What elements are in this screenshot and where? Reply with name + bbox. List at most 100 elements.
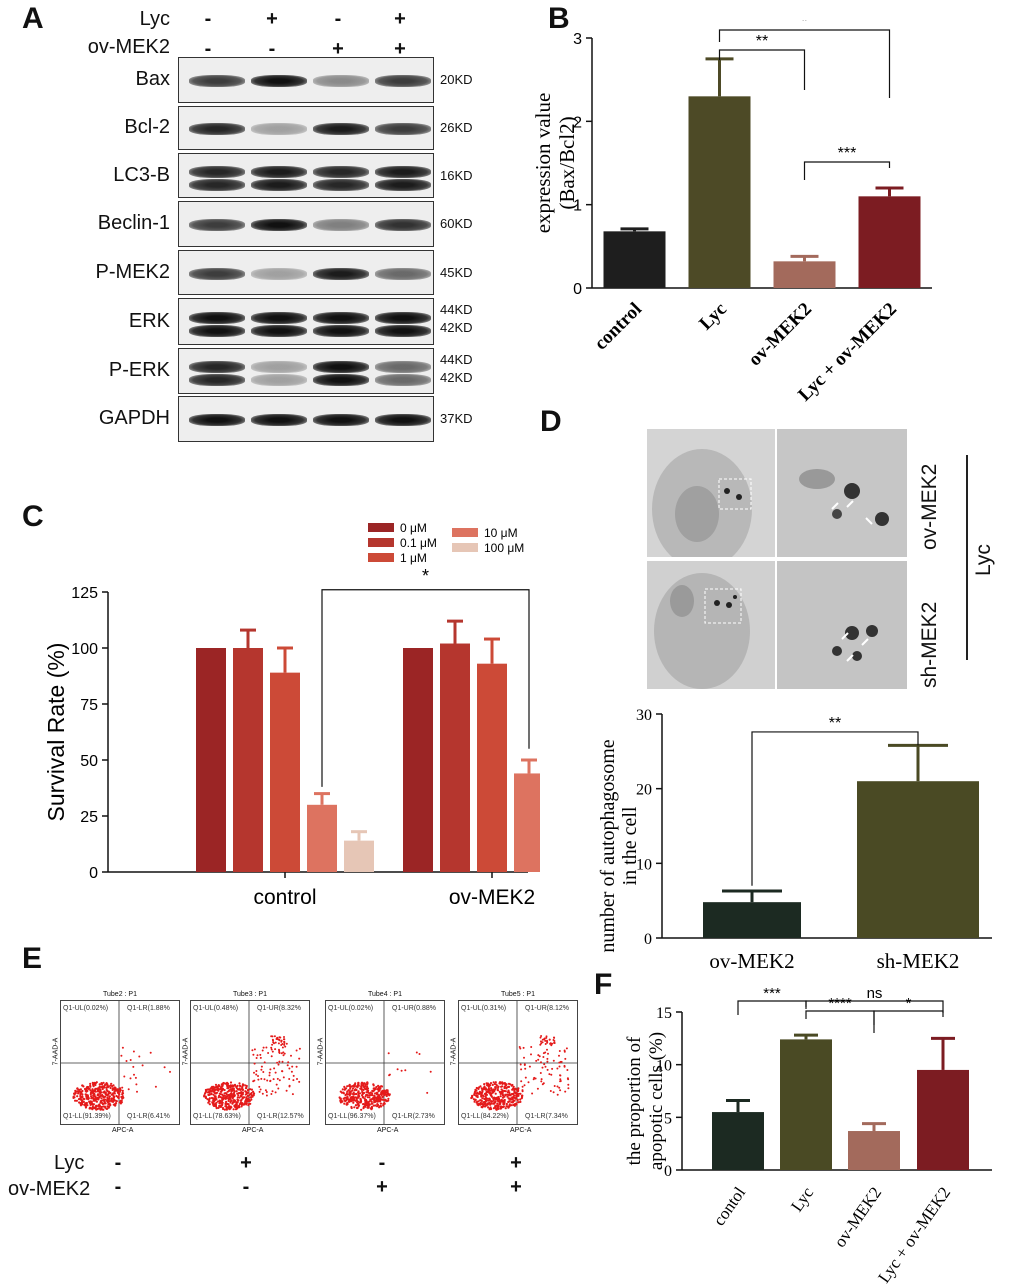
event-dot — [504, 1093, 507, 1096]
sign-a: - — [204, 38, 212, 60]
event-dot — [288, 1067, 291, 1070]
event-dot — [91, 1103, 94, 1106]
x-tick-label: control — [253, 886, 316, 909]
event-dot — [83, 1098, 86, 1101]
event-dot — [79, 1094, 82, 1098]
event-dot — [244, 1093, 247, 1096]
event-dot — [216, 1100, 220, 1103]
event-dot — [81, 1084, 84, 1087]
event-dot — [345, 1103, 348, 1106]
event-dot — [558, 1086, 561, 1089]
y-axis-label-line: the proportion of — [624, 1036, 645, 1165]
band — [375, 219, 431, 231]
event-dot — [206, 1098, 209, 1101]
band — [313, 123, 369, 135]
event-dot — [556, 1085, 559, 1088]
event-dot — [346, 1101, 349, 1105]
event-dot — [90, 1090, 93, 1093]
bar — [688, 96, 751, 288]
quadrant-ur: Q1-UR(8.32% — [257, 1005, 301, 1012]
event-dot — [259, 1053, 262, 1056]
bar — [780, 1039, 832, 1170]
significance-label: * — [422, 566, 429, 586]
event-dot — [366, 1102, 369, 1105]
event-dot — [102, 1086, 106, 1089]
event-dot — [110, 1082, 113, 1085]
event-dot — [504, 1084, 508, 1087]
event-dot — [276, 1061, 279, 1064]
event-dot — [507, 1085, 511, 1088]
event-dot — [258, 1090, 261, 1093]
x-tick-label: Lyc + ov-MEK2 — [874, 1183, 954, 1285]
x-tick-label: ov-MEK2 — [830, 1183, 885, 1250]
event-dot — [231, 1084, 234, 1087]
event-dot — [270, 1093, 273, 1095]
event-dot — [91, 1108, 94, 1111]
event-dot — [346, 1085, 349, 1088]
event-dot — [281, 1060, 284, 1063]
band — [251, 267, 307, 280]
event-dot — [544, 1065, 547, 1068]
band — [189, 311, 245, 324]
event-dot — [101, 1087, 104, 1091]
event-dot — [546, 1060, 549, 1063]
event-dot — [113, 1086, 117, 1089]
event-dot — [292, 1079, 295, 1082]
event-dot — [380, 1090, 384, 1093]
event-dot — [223, 1088, 226, 1092]
event-dot — [343, 1088, 346, 1091]
event-dot — [487, 1106, 490, 1109]
event-dot — [378, 1094, 381, 1097]
event-dot — [480, 1087, 483, 1090]
sign-e: + — [240, 1152, 252, 1174]
event-dot — [339, 1090, 342, 1093]
event-dot — [138, 1055, 141, 1058]
event-dot — [96, 1090, 100, 1093]
event-dot — [278, 1048, 280, 1051]
event-dot — [283, 1036, 285, 1038]
bar — [603, 231, 666, 288]
event-dot — [215, 1107, 218, 1110]
event-dot — [77, 1090, 80, 1093]
event-dot — [375, 1091, 378, 1094]
quadrant-lr: Q1-LR(6.41% — [127, 1113, 170, 1120]
event-dot — [252, 1080, 255, 1083]
event-dot — [485, 1090, 488, 1094]
event-dot — [104, 1106, 107, 1109]
event-dot — [550, 1073, 553, 1076]
event-dot — [211, 1102, 214, 1105]
event-dot — [545, 1035, 548, 1038]
em-image-ov-mek2-high — [776, 428, 908, 558]
event-dot — [548, 1073, 551, 1076]
event-dot — [295, 1065, 298, 1068]
event-dot — [492, 1081, 495, 1084]
event-dot — [107, 1092, 110, 1096]
event-dot — [106, 1083, 109, 1086]
y-tick-label: 75 — [80, 697, 98, 714]
event-dot — [385, 1100, 388, 1103]
event-dot — [244, 1084, 247, 1087]
event-dot — [203, 1094, 206, 1097]
event-dot — [396, 1068, 399, 1071]
event-dot — [290, 1070, 293, 1073]
event-dot — [383, 1094, 386, 1097]
kd-label: 60KD — [440, 216, 473, 231]
bar — [514, 773, 540, 872]
event-dot — [213, 1098, 216, 1101]
event-dot — [261, 1092, 264, 1095]
bar — [344, 840, 374, 872]
event-dot — [359, 1087, 362, 1090]
event-dot — [82, 1100, 85, 1103]
chart-d: 0 10 20 30 ov-MEK2 sh-MEK2 ** number of autopha… — [597, 707, 992, 973]
event-dot — [259, 1088, 262, 1091]
kd-label: 44KD — [440, 352, 473, 367]
event-dot — [356, 1103, 359, 1106]
event-dot — [375, 1085, 378, 1089]
event-dot — [92, 1099, 95, 1102]
quadrant-ll: Q1-LL(78.63%) — [193, 1113, 241, 1120]
event-dot — [260, 1068, 263, 1071]
significance-bracket — [803, 161, 891, 180]
event-dot — [288, 1085, 291, 1088]
event-dot — [110, 1097, 113, 1101]
